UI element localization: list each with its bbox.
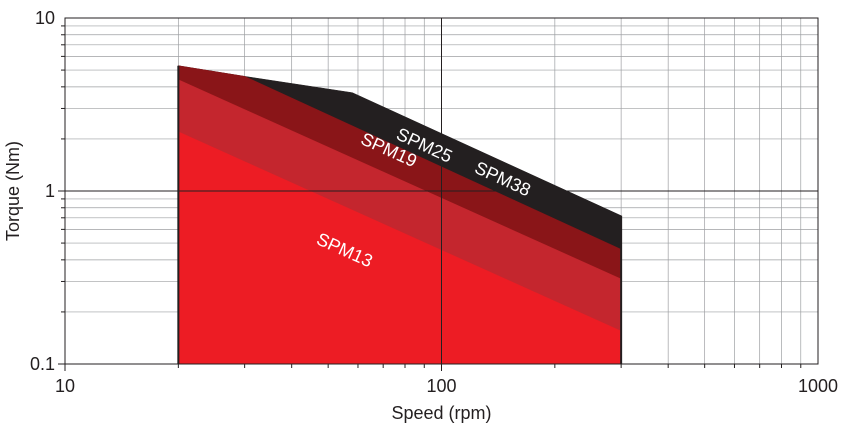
tick-label-layer: 10 100 1000 0.1 1 10: [30, 8, 838, 396]
x-tick-label: 10: [55, 376, 75, 396]
y-tick-label: 0.1: [30, 354, 55, 374]
x-axis-title: Speed (rpm): [391, 403, 491, 423]
major-grid-layer: [58, 18, 818, 371]
x-tick-label: 1000: [798, 376, 838, 396]
plot-frame: [64, 17, 819, 365]
series-layer: [177, 65, 623, 365]
y-tick-label: 10: [35, 8, 55, 28]
x-tick-label: 100: [426, 376, 456, 396]
y-tick-label: 1: [45, 181, 55, 201]
y-axis-title: Torque (Nm): [3, 141, 23, 241]
